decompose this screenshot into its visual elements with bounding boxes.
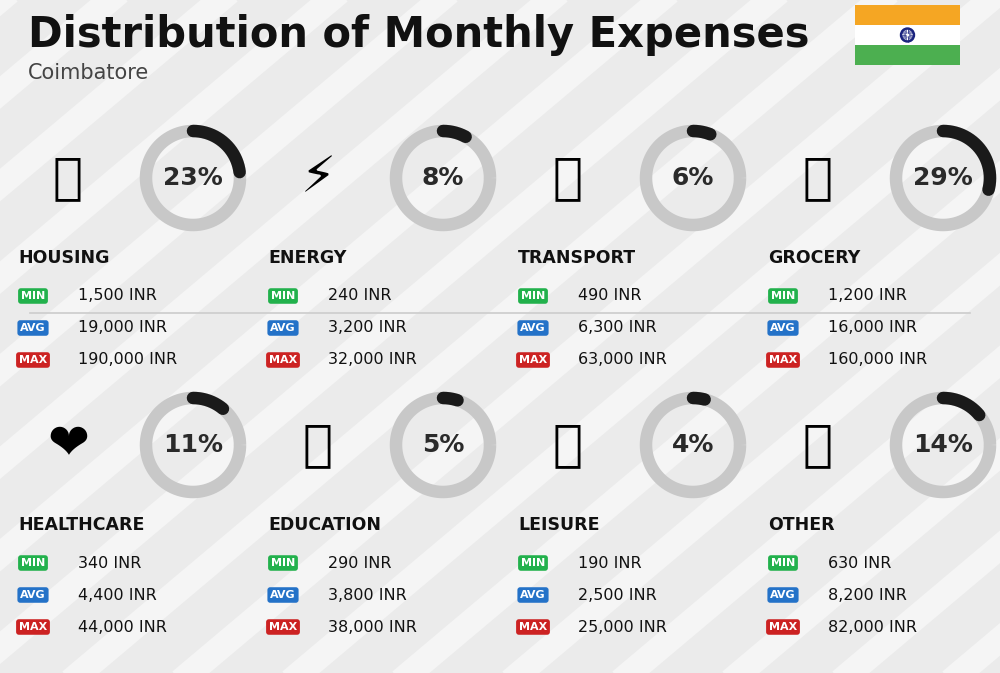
Text: 19,000 INR: 19,000 INR xyxy=(78,320,167,336)
Text: 5%: 5% xyxy=(422,433,464,457)
Text: AVG: AVG xyxy=(270,323,296,333)
Text: ❤: ❤ xyxy=(47,421,89,469)
Text: HOUSING: HOUSING xyxy=(18,249,110,267)
Text: 14%: 14% xyxy=(913,433,973,457)
Text: 290 INR: 290 INR xyxy=(328,555,392,571)
Text: ENERGY: ENERGY xyxy=(268,249,346,267)
Text: MIN: MIN xyxy=(771,291,795,301)
Text: HEALTHCARE: HEALTHCARE xyxy=(18,516,144,534)
Text: 340 INR: 340 INR xyxy=(78,555,141,571)
Text: MIN: MIN xyxy=(271,558,295,568)
Text: 3,200 INR: 3,200 INR xyxy=(328,320,407,336)
Text: 630 INR: 630 INR xyxy=(828,555,891,571)
Text: MIN: MIN xyxy=(271,291,295,301)
Text: 190 INR: 190 INR xyxy=(578,555,642,571)
Text: 160,000 INR: 160,000 INR xyxy=(828,353,927,367)
Text: 🎓: 🎓 xyxy=(303,421,333,469)
Text: EDUCATION: EDUCATION xyxy=(268,516,381,534)
Text: 190,000 INR: 190,000 INR xyxy=(78,353,177,367)
Text: TRANSPORT: TRANSPORT xyxy=(518,249,636,267)
Text: 6%: 6% xyxy=(672,166,714,190)
Text: 1,200 INR: 1,200 INR xyxy=(828,289,907,304)
Text: 29%: 29% xyxy=(913,166,973,190)
Text: 🚌: 🚌 xyxy=(553,154,583,202)
Text: MIN: MIN xyxy=(771,558,795,568)
Text: MAX: MAX xyxy=(769,355,797,365)
Text: MAX: MAX xyxy=(519,622,547,632)
Text: 38,000 INR: 38,000 INR xyxy=(328,620,417,635)
Text: 4,400 INR: 4,400 INR xyxy=(78,588,157,602)
Text: 1,500 INR: 1,500 INR xyxy=(78,289,157,304)
Text: Coimbatore: Coimbatore xyxy=(28,63,149,83)
Text: ⚡: ⚡ xyxy=(300,154,336,202)
Circle shape xyxy=(900,28,914,42)
Text: 11%: 11% xyxy=(163,433,223,457)
Text: MAX: MAX xyxy=(19,355,47,365)
Text: 3,800 INR: 3,800 INR xyxy=(328,588,407,602)
Text: 23%: 23% xyxy=(163,166,223,190)
Text: 44,000 INR: 44,000 INR xyxy=(78,620,167,635)
FancyBboxPatch shape xyxy=(855,25,960,45)
Text: MIN: MIN xyxy=(521,291,545,301)
Text: 240 INR: 240 INR xyxy=(328,289,392,304)
Text: 63,000 INR: 63,000 INR xyxy=(578,353,667,367)
Text: MAX: MAX xyxy=(269,355,297,365)
FancyBboxPatch shape xyxy=(855,5,960,25)
Text: 25,000 INR: 25,000 INR xyxy=(578,620,667,635)
Text: 🛍: 🛍 xyxy=(553,421,583,469)
Text: MAX: MAX xyxy=(19,622,47,632)
Text: AVG: AVG xyxy=(20,323,46,333)
Text: 2,500 INR: 2,500 INR xyxy=(578,588,657,602)
Text: AVG: AVG xyxy=(20,590,46,600)
Text: Distribution of Monthly Expenses: Distribution of Monthly Expenses xyxy=(28,14,810,56)
Text: 4%: 4% xyxy=(672,433,714,457)
Circle shape xyxy=(903,30,912,40)
Text: MAX: MAX xyxy=(269,622,297,632)
Text: GROCERY: GROCERY xyxy=(768,249,860,267)
Text: 16,000 INR: 16,000 INR xyxy=(828,320,917,336)
Text: MIN: MIN xyxy=(21,558,45,568)
Text: OTHER: OTHER xyxy=(768,516,835,534)
Text: 490 INR: 490 INR xyxy=(578,289,642,304)
Text: MIN: MIN xyxy=(21,291,45,301)
Text: 8,200 INR: 8,200 INR xyxy=(828,588,907,602)
Text: 👜: 👜 xyxy=(803,421,833,469)
Text: MAX: MAX xyxy=(519,355,547,365)
Text: 🛒: 🛒 xyxy=(803,154,833,202)
Text: MAX: MAX xyxy=(769,622,797,632)
Text: AVG: AVG xyxy=(520,323,546,333)
Text: 82,000 INR: 82,000 INR xyxy=(828,620,917,635)
Text: 32,000 INR: 32,000 INR xyxy=(328,353,417,367)
Text: 🏙: 🏙 xyxy=(53,154,83,202)
Text: 8%: 8% xyxy=(422,166,464,190)
Text: MIN: MIN xyxy=(521,558,545,568)
Text: AVG: AVG xyxy=(770,323,796,333)
FancyBboxPatch shape xyxy=(855,45,960,65)
Text: AVG: AVG xyxy=(270,590,296,600)
Text: LEISURE: LEISURE xyxy=(518,516,600,534)
Text: 6,300 INR: 6,300 INR xyxy=(578,320,657,336)
Text: AVG: AVG xyxy=(520,590,546,600)
Text: AVG: AVG xyxy=(770,590,796,600)
